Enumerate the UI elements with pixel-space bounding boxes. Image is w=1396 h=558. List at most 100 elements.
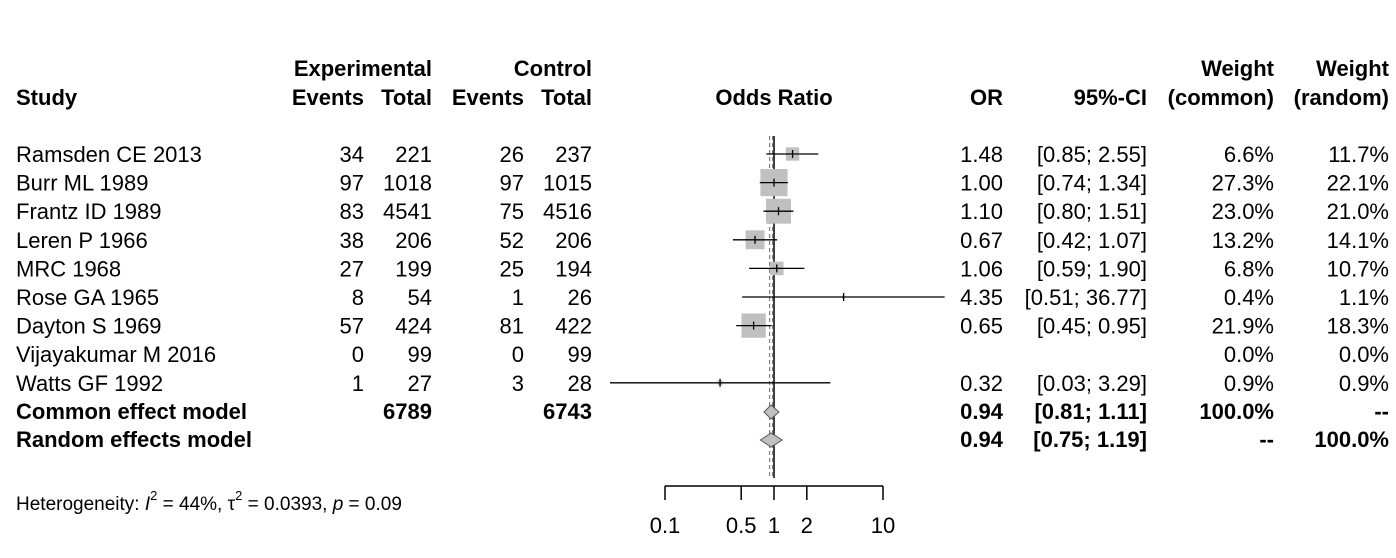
heterogeneity-text: Heterogeneity: I2 = 44%, τ2 = 0.0393, p … [16, 488, 402, 515]
model-rows: Common effect model 6789 6743 0.94 [0.81; 1.… [16, 399, 1389, 452]
weight-common: 27.3% [1212, 171, 1274, 196]
header-or: OR [970, 85, 1003, 110]
ctrl-events: 25 [500, 256, 524, 281]
model-ci: [0.75; 1.19] [1033, 427, 1147, 452]
table-row: Rose GA 1965 8 54 1 26 4.35 [0.51; 36.77] 0.4% 1… [16, 285, 1389, 310]
study-name: Dayton S 1969 [16, 314, 162, 339]
model-row: Common effect model 6789 6743 0.94 [0.81; 1.… [16, 399, 1389, 424]
weight-common: 23.0% [1212, 199, 1274, 224]
or-value: 4.35 [960, 285, 1003, 310]
pooled-diamond [759, 432, 784, 448]
ctrl-events: 81 [500, 314, 524, 339]
weight-random: 0.9% [1339, 371, 1389, 396]
weight-random: 10.7% [1327, 256, 1389, 281]
model-exp-total: 6789 [383, 399, 432, 424]
weight-random: 1.1% [1339, 285, 1389, 310]
model-weight-random: -- [1374, 399, 1389, 424]
table-row: Ramsden CE 2013 34 221 26 237 1.48 [0.85; 2.55… [16, 142, 1389, 167]
model-or: 0.94 [960, 399, 1004, 424]
header-common: (common) [1168, 85, 1274, 110]
x-axis: 0.1 0.5 1 2 10 [650, 485, 895, 538]
p-value: = 0.09 [343, 494, 402, 515]
header-study: Study [16, 85, 78, 110]
header-ci: 95%-CI [1074, 85, 1147, 110]
plot-marks [610, 136, 945, 478]
model-name: Common effect model [16, 399, 247, 424]
weight-random: 18.3% [1327, 314, 1389, 339]
x-tick-label: 0.1 [650, 513, 681, 538]
table-row: MRC 1968 27 199 25 194 1.06 [0.59; 1.90] 6.8% 10… [16, 256, 1389, 281]
ci-value: [0.85; 2.55] [1037, 142, 1147, 167]
exp-total: 99 [408, 342, 432, 367]
table-row: Vijayakumar M 2016 0 99 0 99 0.0% 0.0% [16, 342, 1389, 367]
weight-common: 6.6% [1224, 142, 1274, 167]
study-name: Watts GF 1992 [16, 371, 163, 396]
x-tick-label: 2 [801, 513, 813, 538]
ci-value: [0.80; 1.51] [1037, 199, 1147, 224]
heterogeneity-prefix: Heterogeneity: [16, 494, 145, 515]
ci-value: [0.74; 1.34] [1037, 171, 1147, 196]
ci-value: [0.42; 1.07] [1037, 228, 1147, 253]
table-row: Watts GF 1992 1 27 3 28 0.32 [0.03; 3.29] 0.9% 0… [16, 371, 1389, 396]
exp-total: 221 [395, 142, 432, 167]
header-weight-common: Weight [1201, 56, 1275, 81]
exp-total: 4541 [383, 199, 432, 224]
table-row: Leren P 1966 38 206 52 206 0.67 [0.42; 1.07] 13… [16, 228, 1389, 253]
or-value: 0.32 [960, 371, 1003, 396]
ctrl-events: 3 [512, 371, 524, 396]
header-control: Control [514, 56, 592, 81]
ci-value: [0.45; 0.95] [1037, 314, 1147, 339]
tau-value: = 0.0393, [242, 494, 332, 515]
p-label: p [332, 494, 344, 515]
header-experimental: Experimental [294, 56, 432, 81]
model-ci: [0.81; 1.11] [1034, 399, 1147, 424]
ctrl-total: 4516 [543, 199, 592, 224]
or-value: 1.10 [960, 199, 1003, 224]
study-name: Frantz ID 1989 [16, 199, 162, 224]
study-name: Burr ML 1989 [16, 171, 148, 196]
i-value: = 44%, [157, 494, 227, 515]
or-value: 1.06 [960, 256, 1003, 281]
header-random: (random) [1294, 85, 1389, 110]
weight-common: 21.9% [1212, 314, 1274, 339]
ctrl-events: 75 [500, 199, 524, 224]
ctrl-total: 422 [555, 314, 592, 339]
or-value: 0.67 [960, 228, 1003, 253]
weight-random: 11.7% [1328, 142, 1389, 167]
ctrl-events: 26 [500, 142, 524, 167]
ctrl-total: 237 [555, 142, 592, 167]
ctrl-total: 26 [568, 285, 592, 310]
weight-common: 0.4% [1224, 285, 1274, 310]
weight-random: 21.0% [1327, 199, 1389, 224]
exp-events: 8 [352, 285, 364, 310]
ctrl-total: 99 [568, 342, 592, 367]
i-superscript: 2 [150, 488, 157, 503]
ctrl-events: 1 [512, 285, 524, 310]
weight-random: 22.1% [1327, 171, 1389, 196]
exp-total: 206 [395, 228, 432, 253]
study-name: Vijayakumar M 2016 [16, 342, 216, 367]
ci-value: [0.51; 36.77] [1025, 285, 1147, 310]
tau-label: τ [228, 494, 236, 515]
table-row: Frantz ID 1989 83 4541 75 4516 1.10 [0.80; 1.5… [16, 199, 1389, 224]
weight-common: 6.8% [1224, 256, 1274, 281]
study-name: Ramsden CE 2013 [16, 142, 202, 167]
or-value: 1.00 [960, 171, 1003, 196]
or-value: 0.65 [960, 314, 1003, 339]
exp-total: 424 [395, 314, 432, 339]
tau-superscript: 2 [235, 488, 242, 503]
exp-total: 199 [395, 256, 432, 281]
table-row: Dayton S 1969 57 424 81 422 0.65 [0.45; 0.95] 2… [16, 314, 1389, 339]
column-headers: Study Experimental Events Total Control … [16, 56, 1390, 110]
ctrl-events: 97 [500, 171, 524, 196]
exp-events: 38 [340, 228, 364, 253]
exp-total: 1018 [383, 171, 432, 196]
or-value: 1.48 [960, 142, 1003, 167]
table-row: Burr ML 1989 97 1018 97 1015 1.00 [0.74; 1.34]… [16, 171, 1389, 196]
ctrl-total: 1015 [543, 171, 592, 196]
header-ctrl-events: Events [452, 85, 524, 110]
model-or: 0.94 [960, 427, 1004, 452]
study-name: Leren P 1966 [16, 228, 148, 253]
header-ctrl-total: Total [541, 85, 592, 110]
exp-events: 1 [352, 371, 364, 396]
